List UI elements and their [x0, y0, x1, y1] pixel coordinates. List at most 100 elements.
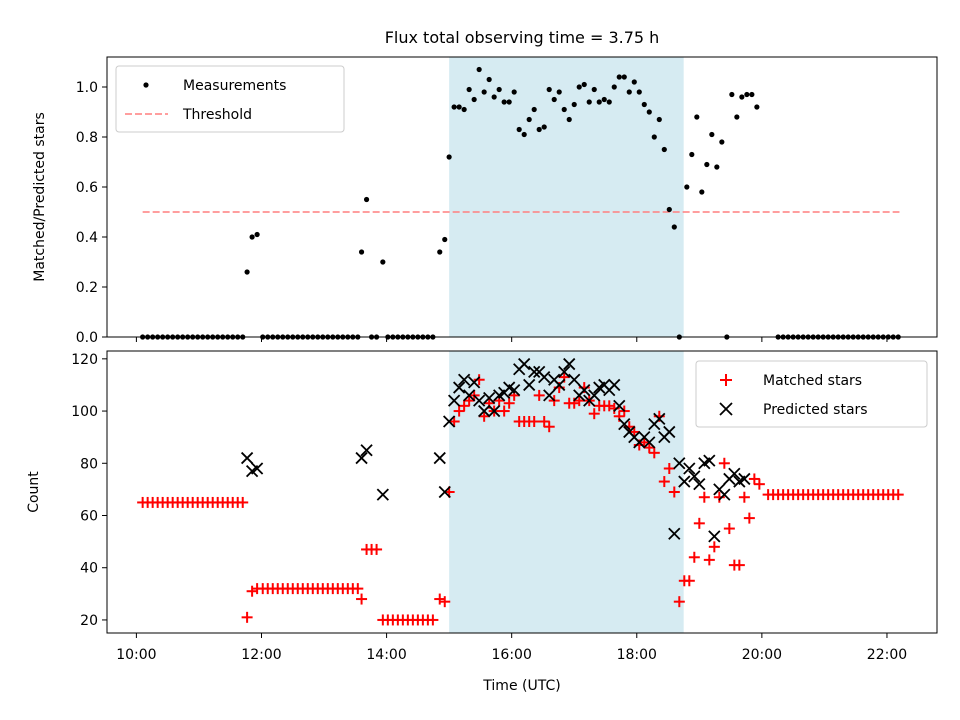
- matched-star-point: [733, 559, 745, 571]
- measurement-point: [541, 124, 547, 130]
- matched-star-point: [698, 491, 710, 503]
- predicted-star-point: [678, 475, 691, 488]
- predicted-star-stroke: [568, 373, 581, 386]
- predicted-star-point: [643, 436, 656, 449]
- measurement-point: [521, 131, 527, 138]
- predicted-star-point: [478, 404, 491, 418]
- measurement-point: [719, 139, 725, 145]
- measurement-point: [684, 184, 690, 190]
- predicted-star-stroke: [558, 365, 571, 379]
- measurement-point: [671, 224, 677, 230]
- matched-star-point: [573, 395, 585, 407]
- predicted-star-stroke: [240, 451, 254, 465]
- matched-star-point: [608, 402, 620, 414]
- predicted-star-point: [663, 425, 676, 439]
- predicted-star-point: [250, 462, 264, 475]
- bottom-ytick-label: 100: [71, 404, 98, 420]
- matched-star-point: [533, 389, 545, 401]
- matched-star-point: [713, 491, 725, 503]
- measurement-point: [749, 91, 755, 98]
- predicted-star-point: [728, 467, 741, 480]
- measurement-point: [591, 86, 597, 93]
- predicted-star-point: [703, 454, 716, 467]
- legend-label-threshold: Threshold: [182, 107, 252, 123]
- measurement-point: [536, 126, 542, 133]
- matched-star-point: [703, 554, 715, 566]
- predicted-star-stroke: [355, 451, 368, 465]
- predicted-star-stroke: [588, 389, 601, 402]
- predicted-star-stroke: [478, 404, 491, 418]
- matched-star-point: [892, 489, 904, 501]
- bottom-xtick-label: 10:00: [116, 647, 156, 663]
- matched-star-point: [588, 408, 600, 420]
- matched-star-point: [643, 442, 655, 454]
- measurement-point: [641, 101, 647, 108]
- measurement-point: [511, 89, 517, 95]
- measurement-point: [501, 99, 507, 105]
- measurement-point: [606, 99, 612, 105]
- predicted-star-stroke: [688, 470, 701, 483]
- predicted-star-stroke: [543, 389, 556, 402]
- legend-marker-measurements: [143, 82, 149, 88]
- predicted-star-stroke: [718, 488, 731, 501]
- measurement-point: [244, 269, 250, 275]
- predicted-star-point: [458, 373, 471, 386]
- bottom-xtick-label: 20:00: [742, 647, 782, 663]
- top-ytick-label: 0.0: [76, 330, 98, 346]
- matched-star-point: [708, 541, 720, 553]
- predicted-star-stroke: [708, 530, 721, 543]
- matched-star-point: [434, 593, 446, 605]
- matched-star-point: [241, 611, 253, 623]
- measurement-point: [661, 146, 667, 153]
- predicted-star-point: [473, 394, 486, 407]
- predicted-star-stroke: [250, 462, 264, 475]
- matched-star-point: [478, 410, 490, 422]
- matched-star-point: [543, 421, 555, 433]
- matched-star-point: [371, 543, 383, 555]
- measurement-point: [689, 151, 695, 158]
- measurement-point: [363, 196, 370, 203]
- predicted-star-stroke: [473, 394, 486, 407]
- bottom-legend: Matched stars Predicted stars: [695, 360, 928, 428]
- measurement-point: [442, 236, 448, 243]
- predicted-star-point: [673, 457, 686, 470]
- top-panel: 0.0 0.2 0.4 0.6 0.8 1.0 Matched/Predicted sta…: [32, 56, 938, 346]
- predicted-star-stroke: [553, 378, 566, 392]
- predicted-star-point: [355, 451, 368, 465]
- predicted-star-stroke: [468, 376, 481, 389]
- predicted-star-point: [468, 376, 481, 389]
- top-y-label: Matched/Predicted stars: [32, 112, 48, 282]
- predicted-star-stroke: [453, 381, 466, 394]
- top-plot-frame: [106, 56, 938, 338]
- predicted-star-point: [588, 389, 601, 402]
- predicted-star-stroke: [643, 436, 656, 449]
- predicted-star-point: [488, 404, 501, 418]
- matched-star-point: [688, 551, 700, 563]
- matched-star-point: [528, 416, 540, 427]
- predicted-star-point: [508, 384, 521, 397]
- measurement-point: [739, 94, 745, 100]
- legend-marker-matched: [720, 374, 732, 386]
- measurement-point: [626, 89, 632, 95]
- measurement-point: [581, 81, 587, 88]
- matched-star-point: [663, 463, 675, 474]
- predicted-star-stroke: [447, 394, 461, 407]
- matched-star-point: [693, 517, 705, 529]
- measurement-point: [451, 104, 457, 110]
- measurement-point: [466, 86, 472, 93]
- predicted-star-point: [693, 478, 706, 491]
- predicted-star-stroke: [683, 462, 696, 475]
- measurement-point: [437, 249, 443, 255]
- predicted-star-stroke: [503, 381, 516, 394]
- bottom-xtick-label: 16:00: [492, 647, 532, 663]
- legend-label-predicted: Predicted stars: [763, 402, 868, 418]
- measurement-point: [254, 231, 260, 238]
- measurement-point: [471, 96, 477, 103]
- measurement-point: [526, 116, 532, 123]
- matched-star-point: [668, 486, 680, 498]
- predicted-star-point: [538, 370, 551, 384]
- measurement-point: [491, 94, 497, 100]
- predicted-star-point: [543, 389, 556, 402]
- predicted-star-point: [683, 462, 696, 475]
- predicted-star-point: [608, 378, 621, 392]
